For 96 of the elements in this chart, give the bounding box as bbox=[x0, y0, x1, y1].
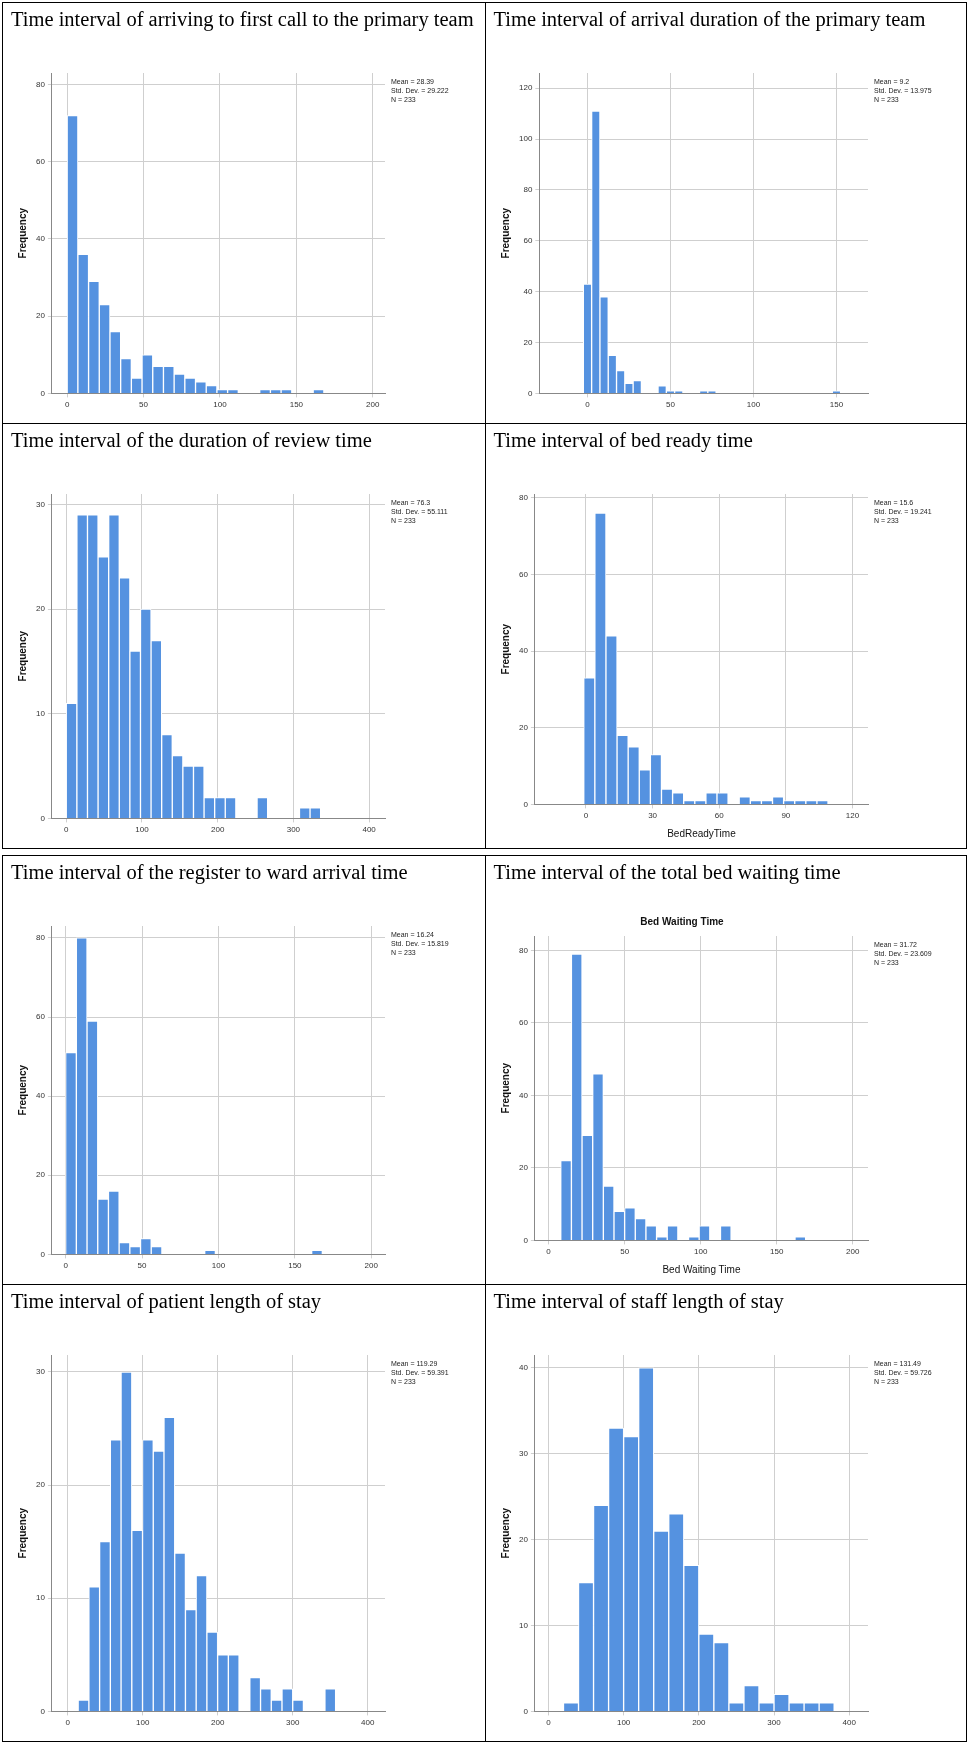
x-tick-label: 200 bbox=[366, 400, 380, 410]
y-tick-label: 10 bbox=[518, 1620, 528, 1630]
y-tick-label: 40 bbox=[518, 1090, 528, 1100]
y-tick-label: 30 bbox=[35, 1367, 46, 1377]
y-tick-label: 20 bbox=[522, 337, 533, 347]
x-tick-label: 300 bbox=[766, 1718, 781, 1728]
y-axis-title: Frequency bbox=[499, 1062, 511, 1114]
x-tick-label: 200 bbox=[211, 825, 225, 835]
chart-title: Time interval of the total bed waiting time bbox=[492, 860, 842, 886]
x-tick-label: 300 bbox=[286, 1718, 300, 1728]
x-tick-label: 150 bbox=[288, 1261, 303, 1271]
y-tick-label: 30 bbox=[518, 1448, 528, 1458]
y-tick-label: 40 bbox=[518, 646, 528, 656]
y-tick-label: 60 bbox=[518, 569, 528, 579]
y-tick-label: 120 bbox=[518, 83, 533, 93]
y-axis-title: Frequency bbox=[499, 207, 511, 259]
y-tick-label: 20 bbox=[35, 311, 46, 321]
y-tick-label: 60 bbox=[35, 156, 46, 166]
x-tick-label: 100 bbox=[616, 1718, 631, 1728]
y-tick-label: 20 bbox=[35, 1480, 46, 1490]
x-tick-label: 200 bbox=[364, 1261, 379, 1271]
y-tick-label: 80 bbox=[518, 945, 528, 955]
y-tick-label: 20 bbox=[518, 1534, 528, 1544]
x-tick-label: 100 bbox=[746, 400, 761, 410]
y-tick-label: 20 bbox=[35, 604, 46, 614]
chart-title: Time interval of the register to ward arrival time bbox=[10, 860, 409, 886]
x-tick-label: 50 bbox=[139, 400, 149, 410]
chart-title: Time interval of staff length of stay bbox=[492, 1289, 785, 1315]
y-axis-title: Frequency bbox=[16, 1507, 28, 1559]
chart-title: Time interval of the duration of review time bbox=[10, 428, 373, 453]
chart-title: Time interval of bed ready time bbox=[492, 428, 754, 454]
y-tick-label: 40 bbox=[35, 234, 46, 244]
y-tick-label: 80 bbox=[35, 933, 46, 943]
x-tick-label: 150 bbox=[769, 1247, 784, 1257]
x-tick-label: 100 bbox=[135, 825, 150, 835]
x-tick-label: 150 bbox=[829, 400, 844, 410]
y-axis-title: Frequency bbox=[16, 1064, 28, 1116]
x-tick-label: 50 bbox=[665, 400, 675, 410]
y-tick-label: 0 bbox=[527, 388, 533, 398]
x-axis-title: Bed Waiting Time bbox=[661, 1263, 741, 1275]
y-tick-label: 80 bbox=[518, 493, 528, 503]
y-tick-label: 20 bbox=[35, 1170, 46, 1180]
y-axis-title: Frequency bbox=[16, 630, 28, 682]
x-tick-label: 50 bbox=[137, 1261, 148, 1271]
y-tick-label: 30 bbox=[35, 499, 46, 509]
x-tick-label: 0 bbox=[583, 811, 589, 821]
y-tick-label: 20 bbox=[518, 722, 528, 732]
x-tick-label: 100 bbox=[211, 1261, 226, 1271]
x-tick-label: 400 bbox=[362, 825, 377, 835]
y-tick-label: 100 bbox=[518, 134, 533, 144]
y-tick-label: 40 bbox=[518, 1363, 528, 1373]
x-tick-label: 150 bbox=[289, 400, 304, 410]
y-tick-label: 60 bbox=[35, 1012, 46, 1022]
y-tick-label: 80 bbox=[522, 185, 533, 195]
x-tick-label: 0 bbox=[545, 1247, 551, 1257]
chart-title: Time interval of arriving to first call to the primary team bbox=[10, 7, 475, 33]
y-tick-label: 10 bbox=[35, 708, 46, 718]
y-tick-label: 40 bbox=[35, 1091, 46, 1101]
x-tick-label: 0 bbox=[63, 1261, 69, 1271]
x-tick-label: 50 bbox=[619, 1247, 630, 1257]
chart-title: Time interval of patient length of stay bbox=[10, 1289, 323, 1315]
x-tick-label: 0 bbox=[64, 825, 70, 835]
y-tick-label: 20 bbox=[518, 1163, 528, 1173]
y-tick-label: 10 bbox=[35, 1593, 46, 1603]
x-tick-label: 30 bbox=[647, 811, 658, 821]
x-tick-label: 100 bbox=[136, 1718, 150, 1728]
x-axis-title: BedReadyTime bbox=[666, 827, 736, 839]
x-tick-label: 0 bbox=[64, 400, 70, 410]
y-tick-label: 0 bbox=[522, 1706, 528, 1716]
chart-subtitle: Bed Waiting Time bbox=[639, 915, 724, 927]
x-tick-label: 90 bbox=[780, 811, 791, 821]
x-tick-label: 200 bbox=[845, 1247, 860, 1257]
y-tick-label: 0 bbox=[40, 388, 46, 398]
x-tick-label: 100 bbox=[213, 400, 228, 410]
x-tick-label: 400 bbox=[842, 1718, 856, 1728]
x-tick-label: 0 bbox=[584, 400, 590, 410]
y-tick-label: 40 bbox=[522, 286, 533, 296]
x-tick-label: 120 bbox=[845, 811, 860, 821]
x-tick-label: 100 bbox=[693, 1247, 708, 1257]
y-tick-label: 60 bbox=[522, 236, 533, 246]
y-tick-label: 0 bbox=[40, 1706, 46, 1716]
x-tick-label: 400 bbox=[361, 1718, 375, 1728]
y-tick-label: 60 bbox=[518, 1018, 528, 1028]
x-tick-label: 60 bbox=[714, 811, 724, 821]
y-axis-title: Frequency bbox=[499, 1507, 511, 1559]
y-tick-label: 0 bbox=[522, 1235, 528, 1245]
x-tick-label: 0 bbox=[545, 1718, 551, 1728]
y-tick-label: 0 bbox=[522, 799, 528, 809]
x-tick-label: 200 bbox=[691, 1718, 706, 1728]
x-tick-label: 300 bbox=[286, 825, 301, 835]
y-axis-title: Frequency bbox=[16, 207, 28, 259]
x-tick-label: 200 bbox=[211, 1718, 225, 1728]
chart-title: Time interval of arrival duration of the primary team bbox=[492, 7, 927, 33]
y-axis-title: Frequency bbox=[499, 623, 511, 675]
y-tick-label: 80 bbox=[35, 79, 46, 89]
x-tick-label: 0 bbox=[65, 1718, 71, 1728]
